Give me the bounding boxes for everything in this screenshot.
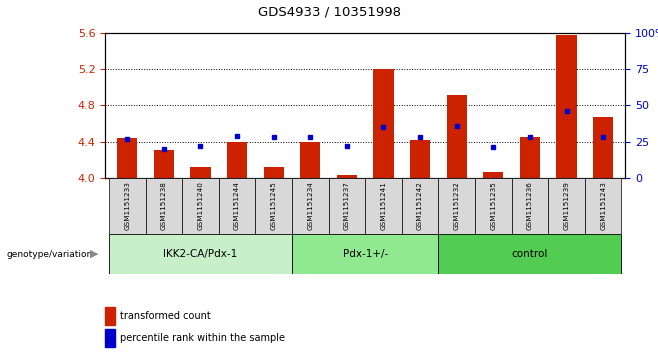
Bar xyxy=(520,137,540,178)
Text: GSM1151245: GSM1151245 xyxy=(270,181,276,229)
Bar xyxy=(593,117,613,178)
Bar xyxy=(255,178,292,234)
Bar xyxy=(109,234,292,274)
Text: GSM1151235: GSM1151235 xyxy=(490,181,496,229)
Text: GSM1151238: GSM1151238 xyxy=(161,181,167,229)
Bar xyxy=(264,167,284,178)
Text: GSM1151244: GSM1151244 xyxy=(234,181,240,229)
Bar xyxy=(154,150,174,178)
Bar xyxy=(438,234,621,274)
Bar xyxy=(374,69,393,178)
Bar xyxy=(402,178,438,234)
Bar xyxy=(447,95,467,178)
Bar xyxy=(218,178,255,234)
Bar xyxy=(145,178,182,234)
Text: control: control xyxy=(512,249,548,259)
Bar xyxy=(438,178,475,234)
Text: GSM1151241: GSM1151241 xyxy=(380,181,386,229)
Bar xyxy=(483,172,503,178)
Text: GSM1151236: GSM1151236 xyxy=(527,181,533,229)
Text: transformed count: transformed count xyxy=(120,311,211,321)
Bar xyxy=(300,143,320,178)
Text: ▶: ▶ xyxy=(90,249,99,259)
Text: GSM1151232: GSM1151232 xyxy=(454,181,460,229)
Text: GSM1151242: GSM1151242 xyxy=(417,181,423,229)
Text: Pdx-1+/-: Pdx-1+/- xyxy=(343,249,388,259)
Bar xyxy=(410,140,430,178)
Bar xyxy=(365,178,402,234)
Text: GSM1151237: GSM1151237 xyxy=(344,181,350,229)
Bar xyxy=(227,142,247,178)
Bar xyxy=(512,178,548,234)
Text: GSM1151243: GSM1151243 xyxy=(600,181,606,229)
Text: GSM1151234: GSM1151234 xyxy=(307,181,313,229)
Bar xyxy=(292,178,328,234)
Bar xyxy=(585,178,621,234)
Bar xyxy=(292,234,438,274)
Text: GSM1151240: GSM1151240 xyxy=(197,181,203,229)
Bar xyxy=(117,138,138,178)
Bar xyxy=(182,178,218,234)
Bar xyxy=(337,175,357,178)
Text: GSM1151233: GSM1151233 xyxy=(124,181,130,229)
Text: GSM1151239: GSM1151239 xyxy=(563,181,570,229)
Text: genotype/variation: genotype/variation xyxy=(7,250,93,258)
Bar xyxy=(548,178,585,234)
Bar xyxy=(190,167,211,178)
Text: GDS4933 / 10351998: GDS4933 / 10351998 xyxy=(257,5,401,19)
Bar xyxy=(475,178,512,234)
Text: IKK2-CA/Pdx-1: IKK2-CA/Pdx-1 xyxy=(163,249,238,259)
Text: percentile rank within the sample: percentile rank within the sample xyxy=(120,333,285,343)
Bar xyxy=(328,178,365,234)
Bar xyxy=(557,35,576,178)
Bar xyxy=(109,178,145,234)
